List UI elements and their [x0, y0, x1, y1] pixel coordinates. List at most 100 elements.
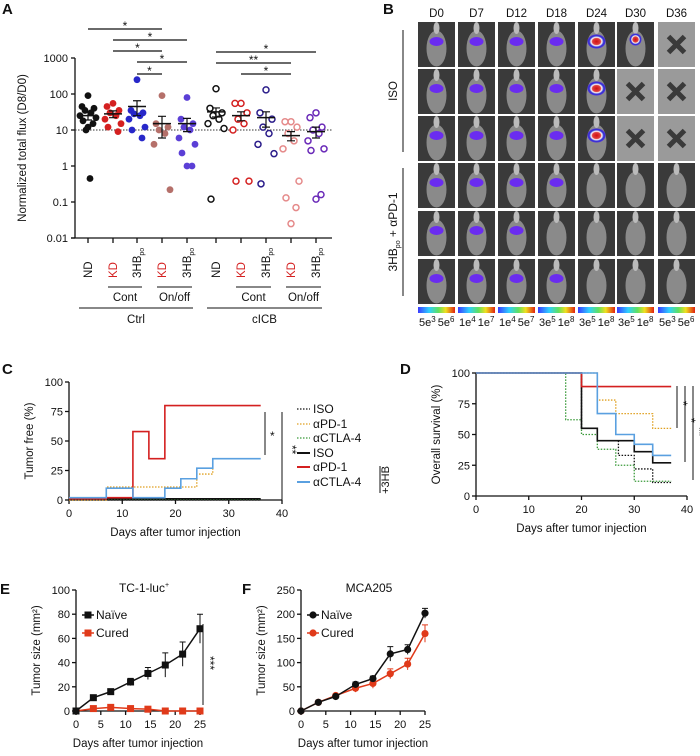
bioluminescence-signal [469, 178, 484, 187]
legend-label: αPD-1 [313, 460, 348, 474]
x-axis-label: Days after tumor injection [110, 527, 240, 539]
colorbar [498, 307, 535, 313]
x-tick-label: 25 [419, 719, 431, 731]
mouse-body [546, 171, 567, 208]
x-category-label: 3HBpo [132, 248, 146, 278]
x-tick-label: 30 [628, 504, 640, 516]
mouse-image-low [498, 69, 535, 114]
data-point [231, 99, 239, 108]
mouse-image-low [418, 22, 455, 67]
data-point [186, 126, 194, 134]
legend-label: Naïve [321, 608, 353, 622]
bioluminescence-signal [549, 37, 564, 46]
data-point [212, 84, 220, 93]
data-point [150, 140, 158, 148]
colorbar [617, 307, 654, 313]
y-tick-label: 250 [277, 585, 295, 597]
mouse-tail [513, 259, 520, 271]
legend-marker [84, 629, 92, 637]
mouse-body [506, 267, 527, 304]
data-point [155, 126, 163, 134]
significance-marker: * [676, 401, 690, 406]
colorbar [538, 307, 575, 313]
series-line [476, 372, 672, 484]
mouse-image-none [658, 163, 695, 208]
significance-marker: * [270, 429, 275, 443]
mouse-tail [553, 163, 560, 175]
data-point [240, 119, 248, 128]
data-point [295, 177, 303, 185]
data-point [304, 137, 312, 145]
bioluminescence-signal [429, 84, 444, 93]
legend-label: αCTLA-4 [313, 475, 362, 489]
significance-marker: ** [692, 427, 700, 437]
mouse-tail [513, 211, 520, 223]
x-category-label: ND [211, 261, 223, 278]
label-text: 3HB [386, 248, 400, 271]
mouse-body [625, 171, 646, 208]
y-tick-label: 60 [58, 633, 70, 645]
mouse-tail [473, 116, 480, 128]
legend-marker [84, 611, 92, 619]
data-point [179, 707, 187, 715]
bioluminescence-signal [509, 274, 524, 283]
y-tick-label: 0 [57, 495, 63, 507]
data-point [183, 162, 191, 170]
data-point [89, 705, 97, 713]
panel-letter-c: C [2, 361, 13, 378]
group-label: Ctrl [127, 314, 145, 326]
mouse-body [546, 124, 567, 161]
y-tick-label: 100 [452, 368, 470, 380]
mouse-image-low [458, 211, 495, 256]
x-axis-label: Days after tumor injection [298, 738, 428, 750]
mouse-image-low [458, 22, 495, 67]
mouse-tail [473, 259, 480, 271]
y-tick-label: 1 [62, 161, 68, 173]
y-tick-label: 150 [277, 633, 295, 645]
mouse-tail [513, 116, 520, 128]
row-group-label: 3HBpo + αPD-1 [386, 192, 402, 271]
data-point [262, 86, 270, 94]
mouse-body [426, 267, 447, 304]
data-point [161, 130, 169, 137]
bioluminescence-signal [469, 226, 484, 235]
row-group-label: ISO [388, 81, 400, 101]
data-point [196, 625, 204, 633]
mouse-body [625, 219, 646, 256]
bioluminescence-signal [429, 37, 444, 46]
colorbar-range-label: 1e4 5e7 [499, 315, 535, 329]
data-point [279, 145, 287, 153]
subgroup-label: On/off [288, 292, 320, 304]
bioluminescence-signal [587, 81, 606, 96]
x-tick-label: 10 [119, 719, 131, 731]
data-point [218, 109, 226, 117]
colorbar-range-label: 5e3 5e6 [659, 315, 695, 329]
mouse-image-low [498, 116, 535, 161]
data-point [130, 110, 138, 118]
data-point [232, 177, 240, 185]
x-tick-label: 40 [681, 504, 693, 516]
series-line [69, 404, 261, 500]
x-dead-icon [666, 34, 687, 55]
mouse-tail [553, 22, 560, 34]
mouse-tail [593, 116, 600, 128]
data-point [128, 126, 136, 134]
mouse-image-dead [658, 69, 695, 114]
mouse-tail [433, 69, 440, 81]
x-dead-icon [666, 81, 687, 102]
x-category-label: 3HBpo [261, 248, 275, 278]
data-point [281, 117, 289, 126]
data-point [125, 115, 133, 123]
mouse-body [466, 267, 487, 304]
mouse-image-low [458, 116, 495, 161]
y-axis-label: Tumor size (mm²) [31, 605, 43, 695]
panel-b-imaging-grid: D0 D7 D12 D18 D24 D30 D36 ISO 3HBpo + αPD-1 5e3 5e… [386, 8, 695, 329]
x-tick-label: 0 [73, 719, 79, 731]
x-category-label: KD [286, 262, 298, 278]
bioluminescence-signal [509, 37, 524, 46]
data-point [117, 120, 125, 128]
data-point [204, 119, 212, 128]
data-point [220, 124, 228, 133]
data-point [109, 99, 117, 107]
significance-marker: * [147, 64, 152, 78]
